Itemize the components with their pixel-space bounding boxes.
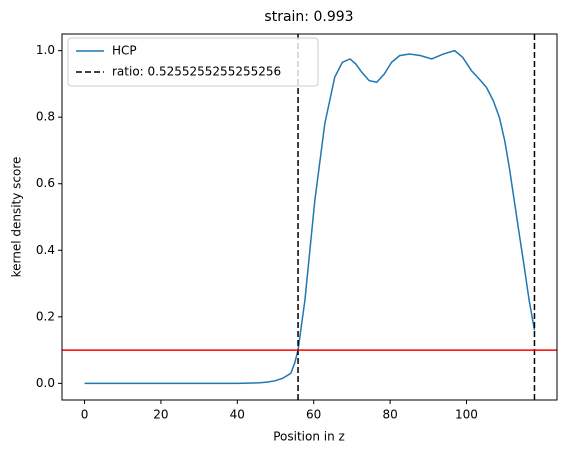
legend-label: ratio: 0.5255255255255256: [112, 65, 281, 79]
x-tick-label: 80: [382, 408, 397, 422]
axes-frame: [61, 33, 558, 401]
x-axis-label: Position in z: [273, 430, 345, 444]
y-tick-label: 0.4: [36, 243, 55, 257]
y-tick-label: 1.0: [36, 43, 55, 57]
legend-box: [67, 37, 319, 87]
chart-title: strain: 0.993: [264, 9, 353, 25]
x-tick-label: 0: [81, 408, 89, 422]
y-tick-label: 0.2: [36, 309, 55, 323]
x-tick-label: 60: [306, 408, 321, 422]
y-tick-label: 0.0: [36, 376, 55, 390]
legend-label: HCP: [112, 44, 137, 58]
y-axis-label: kernel density score: [10, 157, 24, 278]
y-tick-label: 0.8: [36, 110, 55, 124]
x-tick-label: 100: [455, 408, 478, 422]
data-line: [84, 49, 536, 385]
y-tick-label: 0.6: [36, 176, 55, 190]
x-tick-label: 40: [230, 408, 245, 422]
x-tick-label: 20: [153, 408, 168, 422]
